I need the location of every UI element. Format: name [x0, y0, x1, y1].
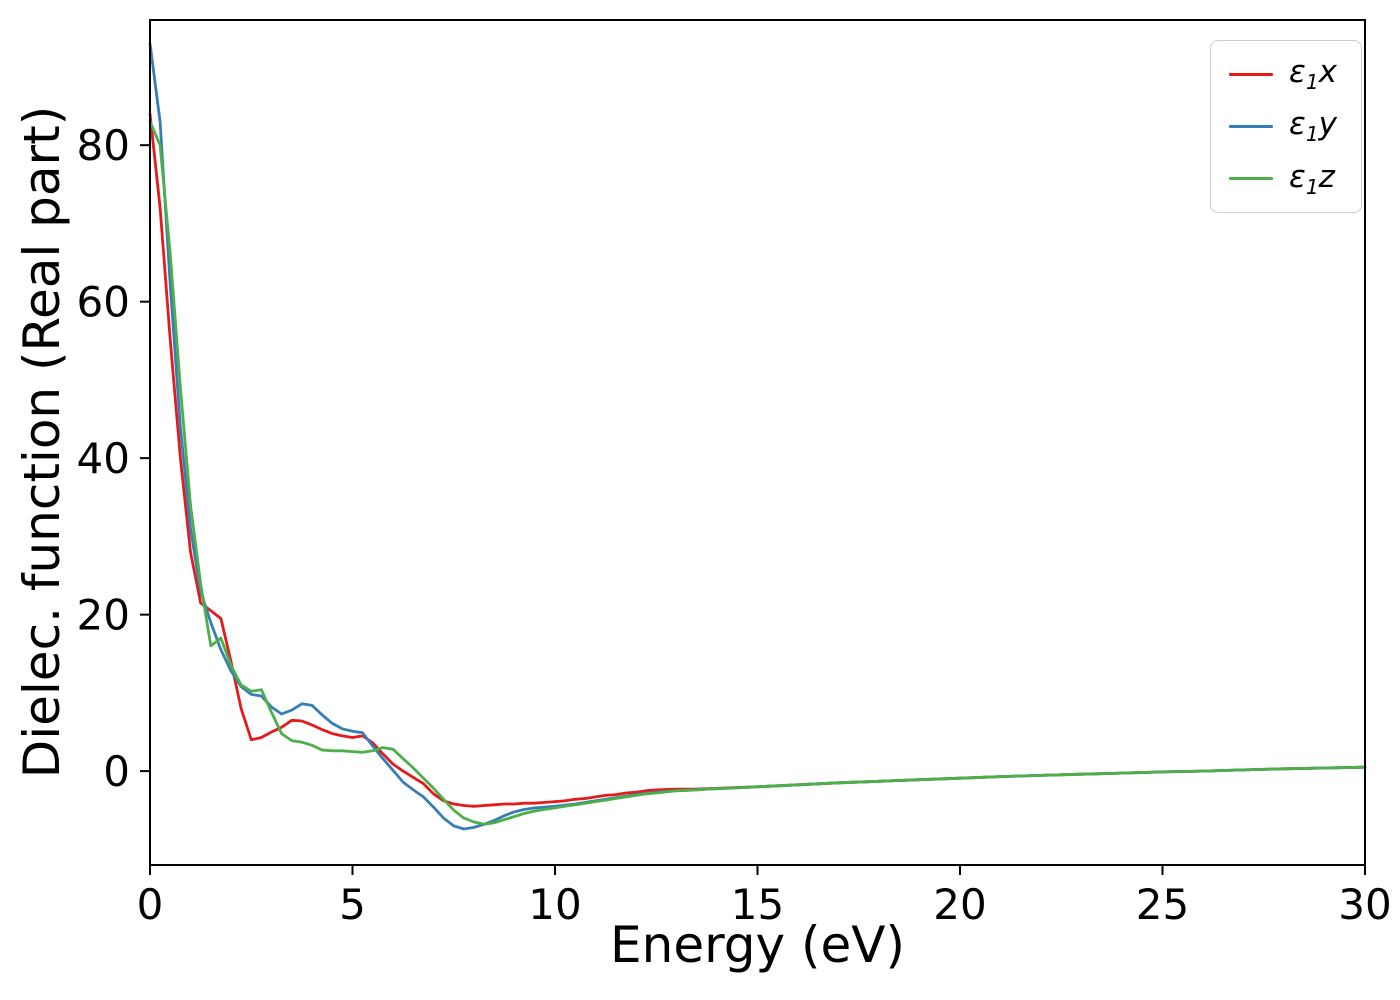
x-tick-label: 25 [1136, 880, 1189, 929]
legend-label: ε1x [1289, 54, 1337, 95]
y-tick-label: 20 [77, 591, 130, 640]
x-axis-label: Energy (eV) [610, 916, 905, 974]
x-tick-label: 15 [731, 880, 784, 929]
y-tick-label: 0 [103, 747, 130, 796]
series-line-e1z [148, 120, 1367, 826]
legend-line-swatch [1229, 72, 1274, 76]
legend-line-swatch [1229, 125, 1274, 129]
legend-line-swatch [1229, 177, 1274, 181]
legend-label: ε1z [1289, 158, 1335, 199]
y-tick-label: 60 [77, 278, 130, 327]
x-tick-label: 5 [339, 880, 366, 929]
legend-item-e1x: ε1x [1229, 55, 1337, 93]
x-tick-label: 20 [933, 880, 986, 929]
legend-item-e1y: ε1y [1229, 106, 1337, 147]
y-tick-label: 80 [77, 121, 130, 170]
axes-box [149, 19, 1366, 866]
legend-label: ε1y [1289, 106, 1337, 147]
y-axis-label: Dielec. function (Real part) [13, 105, 71, 779]
series-line-e1y [148, 42, 1367, 831]
series-line-e1x [148, 112, 1367, 808]
x-tick-label: 0 [137, 880, 164, 929]
x-tick-label: 10 [528, 880, 581, 929]
legend: ε1x ε1y ε1z [1210, 40, 1362, 214]
legend-item-e1z: ε1z [1229, 160, 1337, 198]
x-tick-label: 30 [1338, 880, 1391, 929]
y-tick-label: 40 [77, 434, 130, 483]
